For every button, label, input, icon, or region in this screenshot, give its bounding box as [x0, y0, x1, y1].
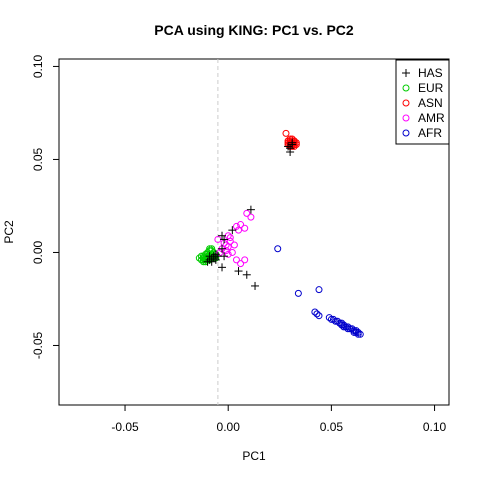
data-point [243, 209, 251, 217]
data-point [356, 330, 364, 338]
x-tick-label: 0.05 [320, 420, 344, 434]
data-point [246, 205, 255, 214]
data-point [241, 256, 249, 264]
data-point [344, 323, 352, 331]
y-tick-label: 0.10 [31, 54, 45, 78]
data-point [226, 234, 234, 242]
data-point [350, 327, 358, 335]
legend-marker [402, 69, 410, 77]
legend-label: AMR [418, 111, 445, 125]
data-point [315, 312, 323, 320]
data-point [199, 254, 207, 262]
data-point [288, 138, 297, 147]
x-axis-label: PC1 [242, 449, 266, 463]
series-has [203, 138, 297, 290]
data-point [241, 224, 249, 232]
data-point [242, 270, 251, 279]
legend-label: EUR [418, 81, 444, 95]
legend-marker [402, 84, 410, 92]
data-point [247, 213, 255, 221]
data-point [352, 328, 360, 336]
y-tick-label: 0.05 [31, 147, 45, 171]
data-point [224, 243, 232, 251]
data-point [336, 319, 344, 327]
x-tick-label: 0.00 [217, 420, 241, 434]
data-point [354, 330, 362, 338]
legend-label: AFR [418, 126, 442, 140]
data-point [311, 308, 319, 316]
legend-marker [402, 114, 410, 122]
data-point [211, 255, 220, 264]
data-point [213, 252, 222, 261]
data-point [286, 144, 295, 153]
data-point [329, 315, 337, 323]
data-point [228, 248, 236, 256]
data-point [284, 142, 293, 151]
data-point [224, 250, 232, 258]
chart-title: PCA using KING: PC1 vs. PC2 [154, 22, 354, 38]
data-point [346, 325, 354, 333]
legend-label: ASN [418, 96, 443, 110]
data-point [209, 254, 218, 263]
data-point [197, 252, 205, 260]
data-point [218, 263, 227, 272]
y-axis: -0.05 0.00 0.05 0.10 [31, 54, 59, 359]
data-point [332, 317, 340, 325]
data-point [354, 328, 362, 336]
data-point [234, 267, 243, 276]
data-point [218, 244, 227, 253]
data-point [315, 286, 323, 294]
data-point [325, 314, 333, 322]
data-point [230, 241, 238, 249]
data-point [216, 248, 224, 256]
series-amr [214, 209, 255, 268]
legend-marker [402, 99, 410, 107]
data-points [195, 129, 364, 338]
data-point [352, 327, 360, 335]
data-point [344, 325, 352, 333]
data-point [218, 231, 227, 240]
data-point [348, 325, 356, 333]
y-tick-label: -0.05 [31, 331, 45, 359]
x-axis: -0.05 0.00 0.05 0.10 [111, 405, 447, 434]
plot-frame [58, 58, 450, 406]
data-point [232, 256, 240, 264]
data-point [327, 315, 335, 323]
legend-label: HAS [418, 66, 443, 80]
data-point [340, 321, 348, 329]
y-tick-label: 0.00 [31, 240, 45, 264]
data-point [228, 226, 237, 235]
data-point [286, 137, 294, 145]
data-point [313, 310, 321, 318]
data-point [342, 323, 350, 331]
data-point [220, 235, 229, 244]
data-point [340, 323, 348, 331]
legend-marker [402, 129, 410, 137]
data-point [294, 289, 302, 297]
data-point [207, 257, 216, 266]
data-point [232, 222, 240, 230]
data-point [338, 321, 346, 329]
data-point [237, 260, 245, 268]
data-point [251, 281, 260, 290]
data-point [338, 319, 346, 327]
data-point [205, 252, 214, 261]
data-point [282, 129, 290, 137]
x-tick-label: -0.05 [111, 420, 139, 434]
x-tick-label: 0.10 [423, 420, 447, 434]
data-point [274, 245, 282, 253]
y-axis-label: PC2 [2, 220, 16, 244]
data-point [222, 247, 230, 255]
data-point [334, 317, 342, 325]
series-afr [274, 245, 364, 338]
data-point [350, 328, 358, 336]
